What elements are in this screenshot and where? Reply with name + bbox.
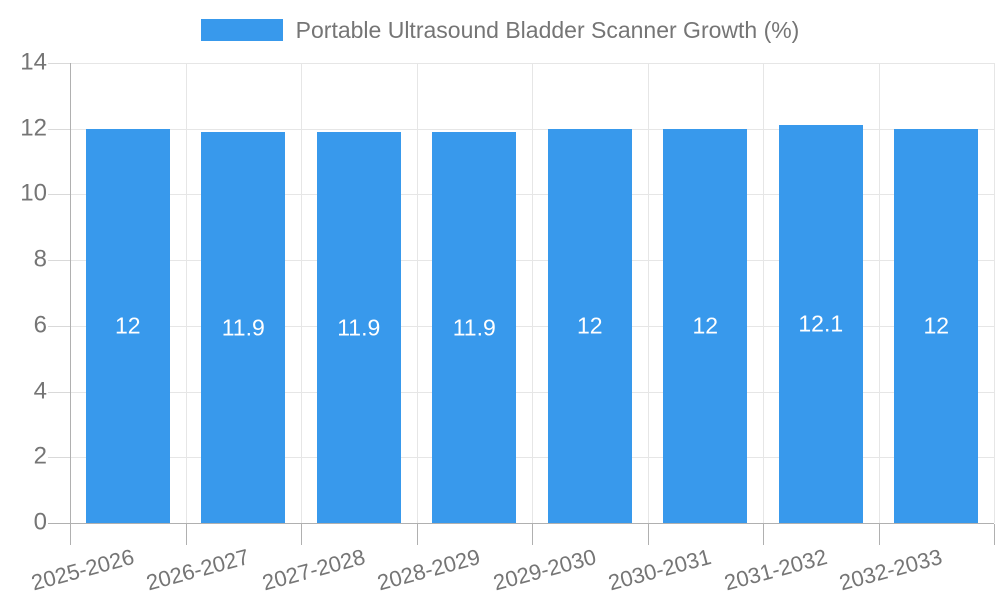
bar-value-label: 12 xyxy=(923,312,950,339)
legend-swatch-icon xyxy=(200,19,283,41)
gridline-vertical xyxy=(647,63,649,523)
x-tick-label: 2026-2027 xyxy=(143,544,252,596)
y-tick-label: 8 xyxy=(33,245,47,273)
bar xyxy=(547,128,632,523)
x-axis-tick xyxy=(185,524,187,545)
gridline-vertical xyxy=(185,63,187,523)
bar xyxy=(201,132,286,523)
y-axis-tick xyxy=(48,325,70,327)
bar xyxy=(432,132,517,523)
x-tick-label: 2030-2031 xyxy=(605,544,714,596)
bar-value-label: 11.9 xyxy=(337,314,381,340)
y-axis-tick xyxy=(48,63,70,64)
bar xyxy=(316,132,401,523)
y-axis-tick xyxy=(48,260,70,262)
y-tick-label: 14 xyxy=(20,48,47,76)
x-tick-label: 2025-2026 xyxy=(28,544,137,596)
bar-value-label: 11.9 xyxy=(452,314,496,340)
x-axis-tick xyxy=(532,524,533,545)
gridline-vertical xyxy=(301,63,302,523)
gridline-vertical xyxy=(532,63,533,523)
x-axis-tick xyxy=(647,524,649,545)
y-axis-tick xyxy=(48,128,70,130)
bar xyxy=(663,128,748,523)
y-axis-tick xyxy=(48,391,70,393)
x-axis-tick xyxy=(878,524,880,545)
x-axis-tick xyxy=(416,524,418,545)
legend-label: Portable Ultrasound Bladder Scanner Grow… xyxy=(295,17,800,43)
x-axis-tick xyxy=(763,524,764,545)
y-axis-line xyxy=(70,63,71,545)
gridline-vertical xyxy=(763,63,764,523)
x-tick-label: 2031-2032 xyxy=(721,544,830,596)
y-tick-label: 6 xyxy=(33,311,47,339)
bar-value-label: 11.9 xyxy=(221,314,265,340)
bar-value-label: 12 xyxy=(114,312,141,339)
x-tick-label: 2029-2030 xyxy=(490,544,599,596)
y-axis-tick xyxy=(48,194,70,196)
bar xyxy=(778,125,863,523)
x-tick-label: 2032-2033 xyxy=(836,544,945,596)
bar xyxy=(894,128,979,523)
y-tick-label: 2 xyxy=(33,442,47,470)
y-tick-label: 0 xyxy=(33,508,47,536)
bar-value-label: 12 xyxy=(692,312,719,339)
chart-legend[interactable]: Portable Ultrasound Bladder Scanner Grow… xyxy=(0,16,1000,44)
x-axis-tick xyxy=(301,524,302,545)
x-tick-label: 2028-2029 xyxy=(374,544,483,596)
gridline-vertical xyxy=(994,63,995,523)
x-axis-tick xyxy=(994,524,995,545)
bar-value-label: 12.1 xyxy=(798,310,844,337)
gridline-vertical xyxy=(416,63,418,523)
y-axis-tick xyxy=(48,457,70,459)
x-axis-line xyxy=(48,523,994,524)
bar xyxy=(85,128,170,523)
y-tick-label: 4 xyxy=(33,377,47,405)
x-tick-label: 2027-2028 xyxy=(259,544,368,596)
y-tick-label: 12 xyxy=(20,114,47,142)
gridline-vertical xyxy=(878,63,880,523)
y-tick-label: 10 xyxy=(20,179,47,207)
bar-value-label: 12 xyxy=(576,312,603,339)
